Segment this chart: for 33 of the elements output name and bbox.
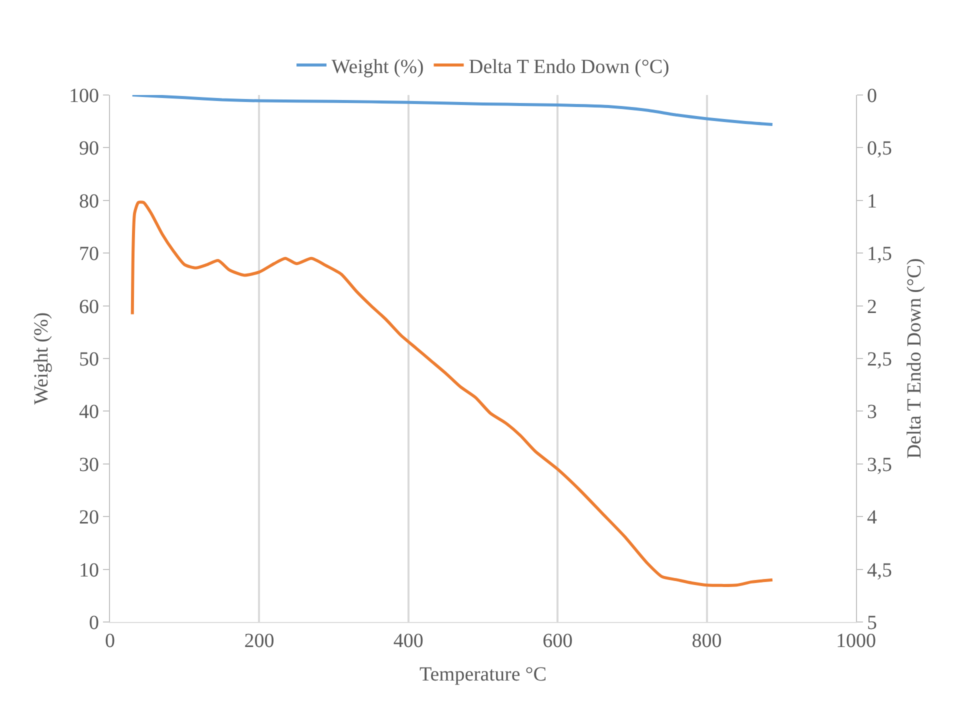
line-series	[130, 200, 774, 587]
y2-tick-label: 3,5	[867, 454, 892, 476]
y-tick-label: 70	[79, 243, 99, 266]
y2-tick-label: 1	[867, 190, 877, 212]
y2-tick-label: 2	[867, 296, 877, 318]
x-tick-label: 200	[244, 630, 274, 652]
legend-label: Weight (%)	[332, 56, 424, 78]
y-tick-label: 90	[79, 138, 99, 160]
line-series	[130, 95, 774, 126]
y2-tick-label: 0	[867, 85, 877, 107]
y-tick-label: 80	[79, 190, 99, 212]
y2-tick-label: 2,5	[867, 348, 892, 370]
y-tick-label: 30	[79, 454, 99, 476]
y2-tick-label: 4,5	[867, 559, 892, 582]
y2-axis-title: Delta T Endo Down (°C)	[904, 258, 926, 459]
y2-tick-label: 4	[867, 506, 877, 529]
y-tick-label: 40	[79, 401, 99, 424]
y-tick-label: 10	[79, 559, 99, 582]
y-axis-title: Weight (%)	[30, 312, 52, 405]
y-tick-label: 20	[79, 506, 99, 529]
y-tick-label: 60	[79, 296, 99, 318]
x-tick-label: 0	[105, 630, 115, 652]
x-tick-label: 600	[542, 630, 573, 652]
x-tick-label: 400	[393, 630, 424, 652]
y2-tick-label: 3	[867, 401, 877, 424]
y-tick-label: 50	[79, 348, 99, 370]
y-tick-label: 100	[69, 85, 99, 107]
x-tick-label: 800	[692, 630, 722, 652]
y2-tick-label: 0,5	[867, 138, 892, 160]
legend-label: Delta T Endo Down (°C)	[468, 56, 670, 78]
y2-tick-label: 1,5	[867, 243, 892, 266]
y-tick-label: 0	[89, 612, 99, 634]
x-axis-title: Temperature °C	[419, 664, 547, 686]
